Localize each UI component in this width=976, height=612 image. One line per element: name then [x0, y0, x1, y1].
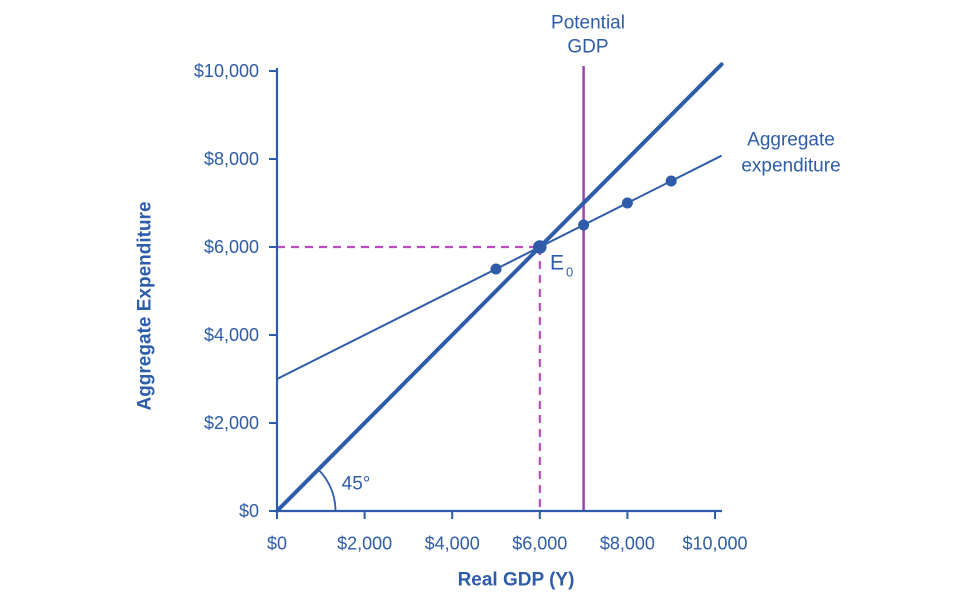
x-axis-tick-label: $8,000	[600, 534, 655, 554]
ae-data-point	[665, 175, 677, 187]
x-axis-tick-label: $6,000	[512, 534, 567, 554]
potential-gdp-label-line2: GDP	[567, 37, 608, 58]
x-axis-title: Real GDP (Y)	[458, 570, 575, 591]
x-axis-tick-label: $2,000	[337, 534, 392, 554]
y-axis-tick-label: $6,000	[204, 237, 259, 257]
series-lines-layer	[275, 62, 724, 513]
y-axis-tick-label: $8,000	[204, 149, 259, 169]
y-axis-tick-label: $4,000	[204, 325, 259, 345]
y-axis-title: Aggregate Expenditure	[135, 201, 156, 410]
equilibrium-label-subscript: 0	[566, 265, 573, 280]
ae-curve-label-line2: expenditure	[741, 156, 840, 177]
ae-curve-label-line1: Aggregate	[747, 130, 835, 151]
45-degree-line	[275, 62, 724, 513]
ticks-layer: $0 $2,000 $4,000 $6,000 $8,000 $10,000 $0 $2,00…	[194, 61, 748, 554]
x-axis-tick-label: $4,000	[425, 534, 480, 554]
axes	[275, 68, 722, 513]
data-points-layer	[490, 175, 677, 275]
ae-data-point	[578, 219, 590, 231]
y-axis-tick-label: $2,000	[204, 413, 259, 433]
x-axis-tick-label: $0	[267, 534, 287, 554]
y-axis-tick-label: $0	[239, 501, 259, 521]
ae-data-point	[490, 263, 502, 275]
dashed-guides-layer	[277, 245, 541, 511]
angle-arc	[317, 468, 337, 512]
y-axis-tick-label: $10,000	[194, 61, 259, 81]
equilibrium-label: E	[550, 252, 564, 275]
ae-data-point	[621, 197, 633, 209]
potential-gdp-label-line1: Potential	[551, 13, 625, 34]
equilibrium-point	[533, 240, 547, 254]
angle-label: 45°	[342, 474, 371, 495]
x-axis-tick-label: $10,000	[682, 534, 747, 554]
